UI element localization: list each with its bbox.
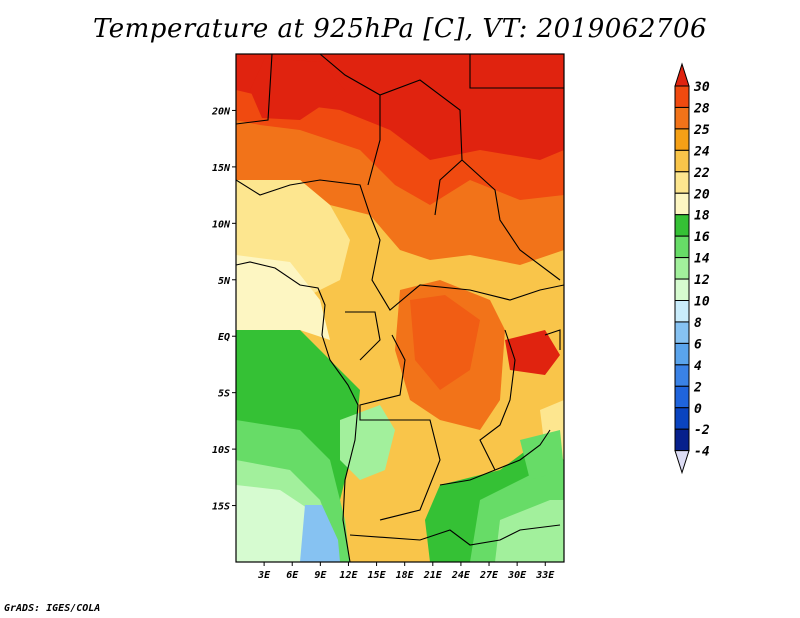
border-west-africa-north	[236, 179, 564, 311]
colorbar-top-arrow	[674, 62, 690, 87]
colorbar-swatch	[674, 192, 690, 216]
colorbar-swatch	[674, 149, 690, 173]
colorbar-swatch	[674, 364, 690, 387]
border-gabon	[345, 311, 381, 361]
colorbar-bottom-arrow	[674, 450, 690, 475]
field-12-14-angola	[340, 405, 395, 480]
x-tick-label: 18E	[396, 570, 415, 581]
colorbar-swatch	[674, 235, 690, 259]
colorbar-swatch	[674, 321, 690, 344]
border-south	[349, 524, 561, 546]
footer-credit: GrADS: IGES/COLA	[4, 603, 101, 614]
x-axis: 3E 6E 9E 12E 15E 18E 21E 24E 27E 30E 33E	[257, 562, 555, 581]
x-tick-label: 15E	[368, 570, 387, 581]
x-tick-label: 6E	[286, 570, 299, 581]
x-tick-label: 21E	[423, 570, 443, 581]
x-tick-label: 30E	[507, 570, 527, 581]
colorbar-label: 14	[694, 252, 710, 267]
field-18-20	[236, 255, 330, 340]
colorbar-label: -2	[694, 423, 710, 438]
x-tick-label: 33E	[535, 570, 555, 581]
colorbar-swatch	[674, 85, 690, 108]
lake-victoria	[544, 329, 561, 350]
y-tick-label: 5N	[218, 276, 231, 287]
y-tick-label: 20N	[211, 106, 231, 117]
field-14-16-east	[520, 430, 564, 480]
field-30-plus-west	[250, 58, 345, 120]
colorbar-swatch	[674, 407, 690, 430]
border-zambia	[439, 429, 551, 486]
colorbar-label: 12	[694, 273, 710, 288]
colorbar-label: 25	[693, 123, 710, 138]
border-libya-sudan	[469, 54, 564, 89]
colorbar-label: 16	[694, 230, 710, 245]
coastline-west	[236, 261, 359, 562]
colorbar-swatch	[674, 257, 690, 280]
colorbar-swatch	[674, 300, 690, 323]
map-title: Temperature at 925hPa [C], VT: 201906270…	[92, 14, 708, 44]
colorbar-swatch	[674, 128, 690, 151]
x-tick-label: 27E	[479, 570, 499, 581]
colorbar-label: 6	[694, 337, 702, 352]
field-28-30-central	[410, 295, 480, 390]
colorbar-label: 28	[693, 101, 710, 116]
temperature-field	[236, 54, 564, 562]
colorbar-label: 0	[694, 402, 702, 417]
colorbar-label: 18	[694, 209, 710, 224]
y-tick-label: 5S	[218, 389, 230, 400]
colorbar-label: 2	[693, 380, 702, 395]
border-great-lakes	[479, 329, 516, 471]
y-tick-label: 15N	[212, 163, 231, 174]
colorbar-swatch	[674, 278, 690, 301]
colorbar-label: 10	[694, 295, 710, 310]
colorbar-swatch	[674, 214, 690, 237]
colorbar-swatch	[674, 106, 690, 130]
colorbar-label: 4	[694, 359, 702, 374]
colorbar-swatch	[674, 171, 690, 194]
y-axis: 20N 15N 10N 5N EQ 5S 10S 15S	[211, 106, 236, 513]
y-tick-label: EQ	[218, 332, 230, 343]
colorbar-label: 30	[693, 80, 710, 95]
field-12-14-southeast	[495, 500, 564, 562]
colorbar-swatch	[674, 385, 690, 409]
colorbar-label: 20	[693, 187, 710, 202]
y-tick-label: 10N	[212, 219, 231, 230]
x-tick-label: 3E	[257, 570, 271, 581]
x-tick-label: 9E	[314, 570, 327, 581]
colorbar-label: 22	[693, 166, 710, 181]
colorbar-swatch	[674, 428, 690, 452]
border-niger-chad	[379, 79, 463, 216]
colorbar-swatch	[674, 342, 690, 366]
field-30-plus-lakes	[505, 330, 560, 375]
x-tick-label: 12E	[339, 570, 358, 581]
map-frame	[235, 53, 565, 563]
y-tick-label: 10S	[212, 445, 230, 456]
colorbar-label: -4	[694, 445, 710, 460]
y-tick-label: 15S	[212, 502, 230, 513]
x-tick-label: 24E	[451, 570, 471, 581]
colorbar-label: 24	[693, 144, 710, 159]
border-mauritania-mali	[236, 54, 273, 125]
border-chad-sudan	[461, 159, 561, 281]
colorbar-label: 8	[694, 316, 702, 331]
border-congo-angola	[359, 334, 441, 521]
field-6-8	[300, 505, 340, 562]
country-borders	[236, 54, 564, 562]
